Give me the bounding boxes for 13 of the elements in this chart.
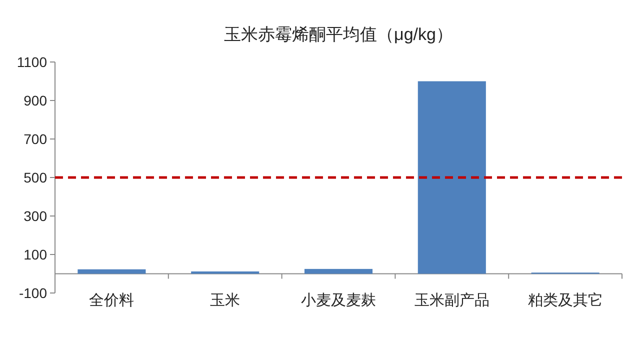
x-tick-label: 小麦及麦麸 xyxy=(301,292,376,309)
x-tick-label: 粕类及其它 xyxy=(528,292,603,309)
y-tick-label: 700 xyxy=(24,131,48,147)
chart-title: 玉米赤霉烯酮平均值（μg/kg） xyxy=(224,25,453,44)
y-tick-label: 900 xyxy=(24,92,48,108)
x-tick-label: 全价料 xyxy=(89,292,134,309)
x-tick-label: 玉米 xyxy=(210,292,240,309)
y-tick-label: -100 xyxy=(18,285,48,301)
y-tick-label: 100 xyxy=(24,246,48,262)
x-tick-label: 玉米副产品 xyxy=(414,292,490,309)
y-tick-label: 300 xyxy=(24,208,48,224)
y-tick-label: 1100 xyxy=(16,54,48,70)
y-tick-label: 500 xyxy=(24,170,48,186)
